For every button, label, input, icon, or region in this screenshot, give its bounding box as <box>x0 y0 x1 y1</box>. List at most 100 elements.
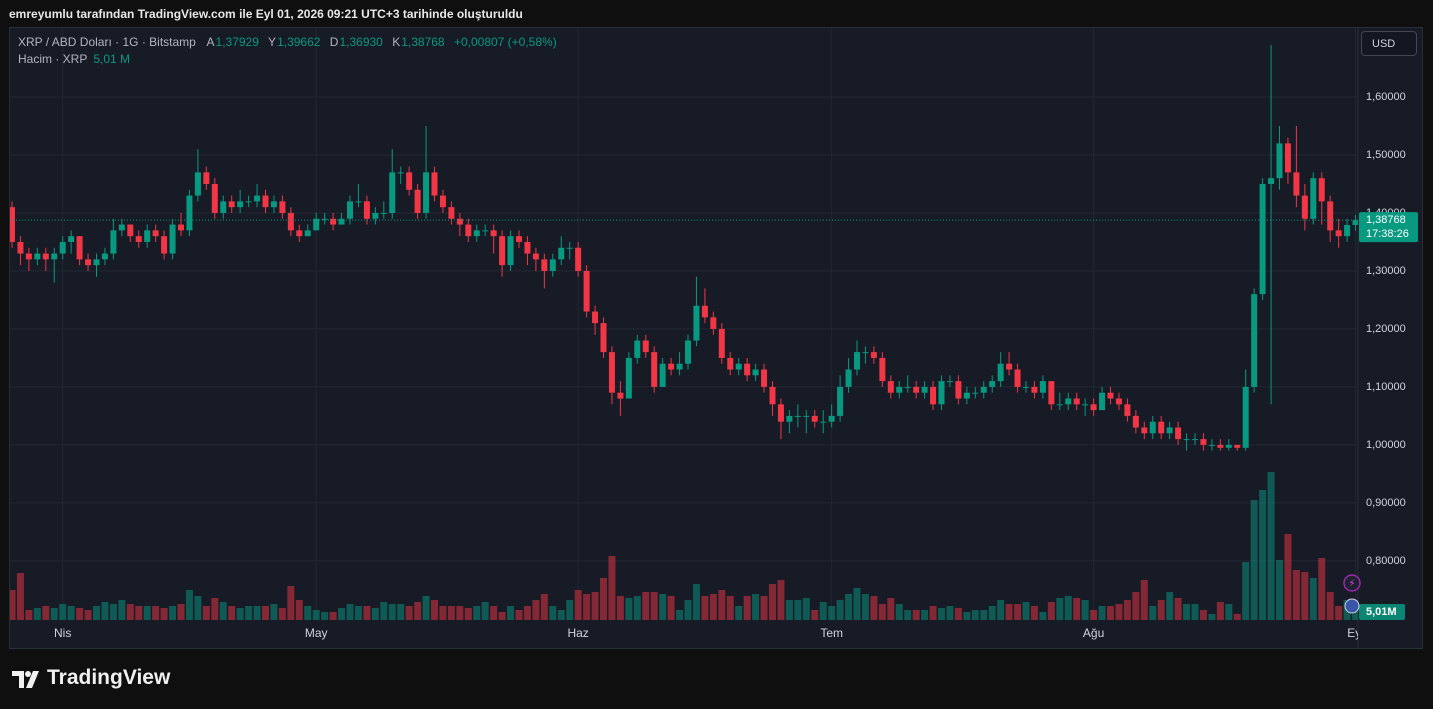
candle-body <box>397 172 404 174</box>
candle-body <box>1335 230 1342 237</box>
candle-body <box>25 253 32 260</box>
candle-body <box>887 381 894 393</box>
currency-button[interactable]: USD <box>1361 31 1417 56</box>
volume-bar <box>642 592 650 620</box>
candle-body <box>1048 381 1055 405</box>
volume-bar <box>684 600 692 620</box>
volume-bar <box>93 606 100 620</box>
volume-bar <box>76 608 84 620</box>
candle-body <box>549 259 556 271</box>
candle-body <box>735 363 742 370</box>
volume-bar <box>1090 610 1098 620</box>
candle-body <box>473 230 480 237</box>
candle-body <box>372 212 379 219</box>
candle-body <box>194 172 201 196</box>
candle-body <box>1141 427 1148 434</box>
candle-body <box>1014 369 1021 387</box>
candle-body <box>1192 439 1198 441</box>
volume-bar <box>422 596 430 620</box>
x-tick-label: Haz <box>567 626 588 640</box>
y-tick-label: 1,50000 <box>1366 149 1406 161</box>
volume-bar <box>219 602 227 620</box>
volume-bar <box>794 600 802 620</box>
candle-body <box>304 230 311 237</box>
axes: 0,80000 0,90000 1,00000 1,10000 1,20000 1,300… <box>54 91 1406 640</box>
volume-bar <box>878 604 886 620</box>
candle-body <box>938 381 945 405</box>
volume-bar <box>169 606 177 620</box>
candle-body <box>262 195 269 208</box>
symbol: XRP / ABD Doları · 1G · Bitstamp <box>18 35 196 49</box>
candle-body <box>668 363 675 370</box>
candle-body <box>347 201 353 219</box>
volume-bar <box>405 606 413 620</box>
volume-bar <box>160 608 168 620</box>
y-tick-label: 1,20000 <box>1366 323 1406 335</box>
volume-bar <box>988 606 996 620</box>
volume-bar <box>59 604 67 620</box>
volume-bar <box>228 606 236 620</box>
candle-body <box>1234 444 1241 448</box>
candle-body <box>1327 201 1334 231</box>
last-volume-label: 5,01M <box>1366 606 1397 618</box>
x-tick-label: Ağu <box>1083 626 1104 640</box>
candle-body <box>1039 381 1046 393</box>
candle-body <box>380 212 387 214</box>
candle-body <box>59 241 66 254</box>
volume-bar <box>726 596 734 620</box>
volume-bar <box>549 606 557 620</box>
candle-body <box>651 352 658 387</box>
flag-icon[interactable] <box>1344 598 1360 614</box>
candle-body <box>879 357 886 382</box>
candle-body <box>1251 294 1258 387</box>
candle-body <box>769 386 776 405</box>
volume-bar <box>490 606 498 620</box>
volume-bar <box>126 604 134 620</box>
ohlc-legend: XRP / ABD Doları · 1G · Bitstamp A1,3792… <box>18 35 563 49</box>
legend-value: 1,39662 <box>277 35 321 49</box>
volume-bar <box>735 606 743 620</box>
candle-body <box>837 386 844 416</box>
event-icon[interactable] <box>1343 574 1361 592</box>
candle-body <box>439 195 446 208</box>
volume-bar <box>523 606 531 620</box>
candle-body <box>313 218 320 231</box>
volume-bar <box>312 610 320 620</box>
candle-body <box>51 253 58 260</box>
volume-bar <box>431 600 438 620</box>
candle-body <box>921 386 928 393</box>
volume-bar <box>828 606 836 620</box>
grid <box>10 28 1358 620</box>
candle-body <box>42 253 49 260</box>
countdown-label: 17:38:26 <box>1366 228 1409 240</box>
volume-bar <box>1292 570 1300 620</box>
volume-bar <box>1132 592 1140 620</box>
candle-body <box>1217 444 1224 448</box>
volume-bar <box>371 608 379 620</box>
volume-bar <box>397 604 405 620</box>
volume-bar <box>194 596 202 620</box>
volume-bar <box>1225 604 1233 620</box>
candle-body <box>17 241 24 254</box>
volume-bar <box>346 604 354 620</box>
candle-body <box>118 224 125 231</box>
volume-bar <box>1022 602 1030 620</box>
volume-bar <box>1326 592 1334 620</box>
volume-bar <box>363 606 371 620</box>
candle-body <box>870 352 877 358</box>
volume-legend: Hacim · XRP 5,01 M <box>18 52 136 66</box>
candle-body <box>1031 386 1038 393</box>
candle-body <box>896 386 903 393</box>
legend-value: 1,37929 <box>215 35 259 49</box>
volume-value: 5,01 M <box>93 52 131 66</box>
candle-body <box>1318 178 1325 202</box>
volume-bar <box>1309 578 1317 620</box>
volume-bar <box>67 606 75 620</box>
volume-bar <box>1216 602 1224 620</box>
candle-body <box>1268 178 1275 184</box>
volume-bar <box>1242 562 1250 620</box>
volume-bar <box>633 596 641 620</box>
candle-body <box>68 236 75 242</box>
volume-bar <box>109 604 117 620</box>
